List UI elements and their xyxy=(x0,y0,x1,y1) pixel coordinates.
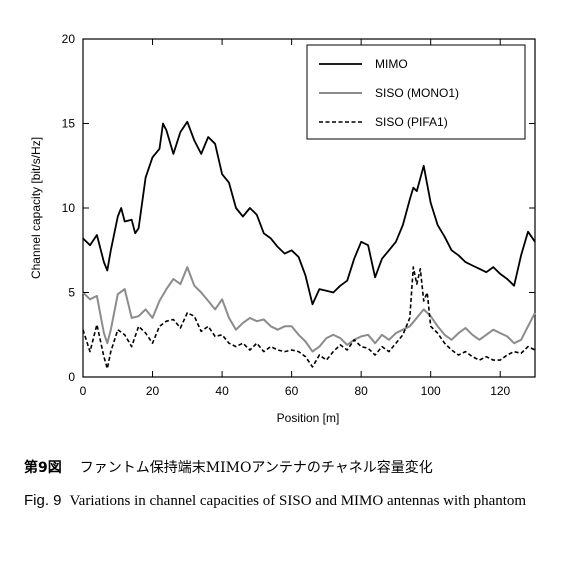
y-tick-label: 15 xyxy=(62,117,76,131)
x-tick-label: 60 xyxy=(285,384,299,398)
series-layer xyxy=(82,120,536,370)
x-tick-label: 100 xyxy=(421,384,441,398)
legend: MIMO SISO (MONO1) SISO (PIFA1) xyxy=(306,44,526,140)
y-axis-title: Channel capacity [bit/s/Hz] xyxy=(29,137,43,279)
ticks-layer: 0 20 40 60 80 100 120 0 5 10 15 20 xyxy=(62,32,535,398)
caption-japanese: 第9図 ファントム保持端末MIMOアンテナのチャネル容量変化 xyxy=(24,457,433,477)
caption-en-number: Fig. 9 xyxy=(24,492,62,509)
y-tick-label: 10 xyxy=(62,201,76,215)
caption-en-text: Variations in channel capacities of SISO… xyxy=(69,493,527,509)
caption-jp-number: 第9図 xyxy=(24,460,62,476)
x-tick-label: 20 xyxy=(146,384,160,398)
legend-entry: SISO (MONO1) xyxy=(375,86,459,100)
legend-entry: SISO (PIFA1) xyxy=(375,115,448,129)
series-line-siso-mono1 xyxy=(82,266,536,353)
y-tick-label: 0 xyxy=(68,370,75,384)
x-tick-label: 0 xyxy=(80,384,87,398)
caption-jp-text: ファントム保持端末MIMOアンテナのチャネル容量変化 xyxy=(79,460,433,476)
y-tick-label: 5 xyxy=(68,286,75,300)
legend-entry: MIMO xyxy=(375,57,408,71)
y-tick-label: 20 xyxy=(62,32,76,46)
channel-capacity-chart: 0 20 40 60 80 100 120 0 5 10 15 20 Position [m] Cha… xyxy=(29,32,536,425)
x-tick-label: 40 xyxy=(215,384,229,398)
x-tick-label: 120 xyxy=(490,384,510,398)
caption-english: Fig. 9 Variations in channel capacities o… xyxy=(24,490,564,512)
series-line-mimo xyxy=(82,120,536,306)
x-axis-title: Position [m] xyxy=(277,411,340,425)
x-tick-label: 80 xyxy=(354,384,368,398)
series-line-siso-pifa1 xyxy=(82,266,536,370)
